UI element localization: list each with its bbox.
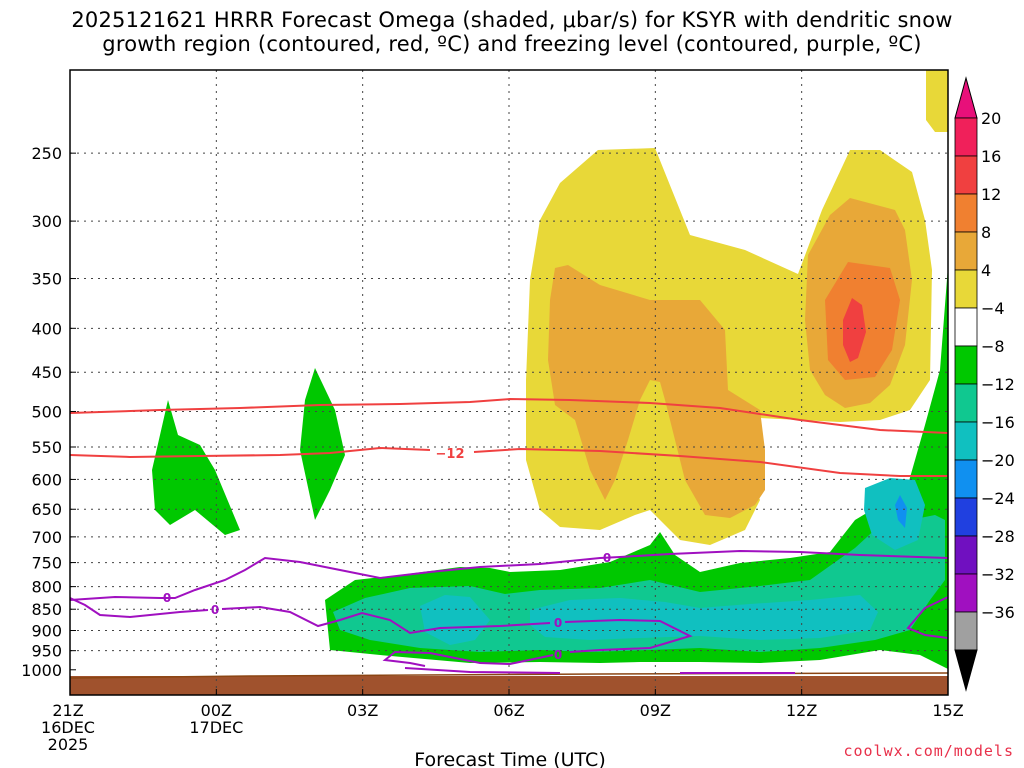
colorbar-label: 12 [981, 185, 1001, 204]
colorbar-label: −32 [981, 565, 1015, 584]
y-tick-label: 1000 [21, 661, 62, 680]
x-tick-label: 09Z [640, 701, 671, 720]
omega-green-region-main [325, 266, 948, 669]
y-tick-label: 800 [31, 578, 62, 597]
freezing-contour-2 [70, 597, 693, 667]
colorbar-label: −36 [981, 603, 1015, 622]
y-tick-label: 350 [31, 270, 62, 289]
y-tick-label: 250 [31, 144, 62, 163]
x-tick-label: 00Z [201, 701, 232, 720]
dgz-contour-upper [70, 397, 948, 434]
freezing-contour-labels: 0 0 0 0 0 [163, 551, 611, 662]
colorbar-top-arrow [954, 76, 978, 119]
dgz-contour-lower [70, 446, 948, 477]
colorbar-label: 20 [981, 109, 1001, 128]
y-tick-label: 850 [31, 600, 62, 619]
colorbar-bottom-arrow [954, 649, 978, 692]
colorbar-swatch [954, 193, 978, 233]
colorbar-label: −24 [981, 489, 1015, 508]
colorbar-label: −28 [981, 527, 1015, 546]
colorbar-label: −16 [981, 413, 1015, 432]
x-tick-label: 17DEC [189, 718, 243, 737]
colorbar-label: −8 [981, 337, 1005, 356]
y-axis: 250 300 350 400 450 500 550 600 650 700 750 800 850 9… [21, 144, 76, 680]
colorbar-swatch [954, 117, 978, 157]
colorbar-swatch [954, 307, 978, 347]
colorbar-swatch [954, 383, 978, 423]
chart-title-line2: growth region (contoured, red, ºC) and f… [102, 32, 922, 56]
colorbar-swatch [954, 535, 978, 575]
colorbar-label: 16 [981, 147, 1001, 166]
x-tick-label: 03Z [347, 701, 378, 720]
colorbar-swatch [954, 497, 978, 537]
freezing-contour-4 [906, 596, 948, 639]
colorbar-swatch [954, 231, 978, 271]
freezing-contours [70, 549, 948, 674]
colorbar-label: −20 [981, 451, 1015, 470]
freezing-label-3: 0 [603, 551, 611, 565]
freezing-label-5: 0 [554, 648, 562, 662]
x-tick-label: 16DEC [41, 718, 95, 737]
x-axis-label: Forecast Time (UTC) [414, 749, 605, 768]
freezing-label-2: 0 [211, 603, 219, 617]
x-tick-label: 21Z [52, 701, 83, 720]
colorbar-swatch [954, 459, 978, 499]
y-tick-label: 750 [31, 554, 62, 573]
omega-yellow-region-top [926, 70, 948, 132]
y-tick-label: 550 [31, 438, 62, 457]
colorbar-label: 4 [981, 261, 991, 280]
freezing-contour-3 [404, 667, 795, 674]
y-tick-label: 500 [31, 402, 62, 421]
credit-text: coolwx.com/models [843, 742, 1014, 760]
freezing-label-4: 0 [554, 616, 562, 630]
colorbar-swatch [954, 421, 978, 461]
omega-blue-region [895, 495, 907, 528]
colorbar-swatch [954, 345, 978, 385]
omega-cyan-region-b [530, 595, 878, 640]
freezing-contour-1 [70, 549, 948, 601]
colorbar-swatch [954, 611, 978, 651]
freezing-label-1: 0 [163, 591, 171, 605]
x-tick-label: 06Z [493, 701, 524, 720]
omega-cyan-region-c [864, 478, 925, 550]
y-tick-label: 400 [31, 319, 62, 338]
y-tick-label: 650 [31, 500, 62, 519]
dgz-contours [70, 397, 948, 477]
y-tick-label: 950 [31, 642, 62, 661]
y-tick-label: 700 [31, 528, 62, 547]
x-tick-label: 12Z [786, 701, 817, 720]
dgz-contour-label: −12 [436, 447, 465, 462]
x-tick-label: 2025 [48, 735, 89, 754]
omega-red-region [843, 298, 866, 362]
colorbar: 20 16 12 8 4 −4 −8 −12 −16 −20 −24 −28 −32 −36 [954, 76, 1015, 692]
y-tick-label: 450 [31, 363, 62, 382]
chart-title-line1: 2025121621 HRRR Forecast Omega (shaded, … [71, 8, 953, 32]
ground-terrain [70, 676, 948, 695]
colorbar-label: 8 [981, 223, 991, 242]
omega-green-region-a [152, 400, 240, 535]
colorbar-label: −4 [981, 299, 1005, 318]
y-tick-label: 300 [31, 212, 62, 231]
colorbar-swatch [954, 573, 978, 613]
colorbar-label: −12 [981, 375, 1015, 394]
x-tick-label: 15Z [932, 701, 963, 720]
y-tick-label: 900 [31, 622, 62, 641]
colorbar-swatch [954, 155, 978, 195]
omega-cyan-region-a [420, 595, 490, 645]
y-tick-label: 600 [31, 470, 62, 489]
colorbar-swatch [954, 269, 978, 309]
